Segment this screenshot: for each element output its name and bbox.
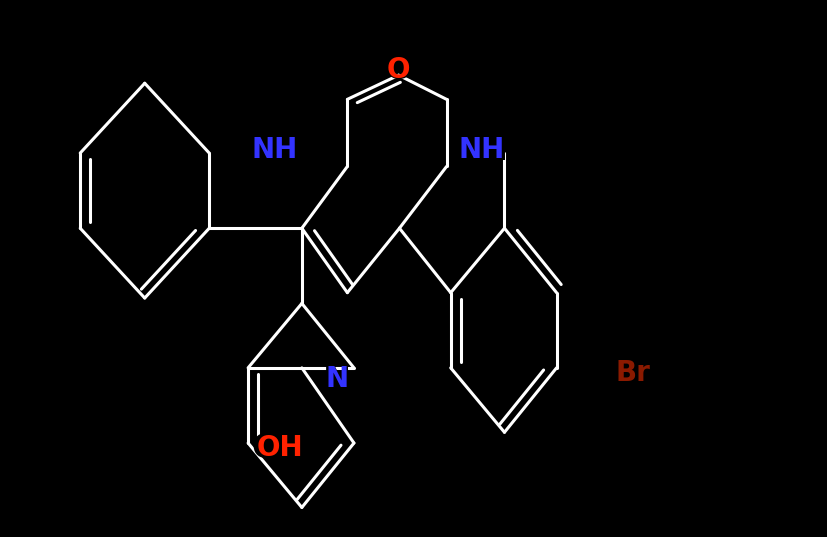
Text: N: N xyxy=(323,362,351,395)
Text: Br: Br xyxy=(612,357,653,390)
Text: N: N xyxy=(326,365,349,393)
Text: O: O xyxy=(387,56,410,84)
Text: O: O xyxy=(385,53,413,86)
Text: OH: OH xyxy=(251,432,308,465)
Text: NH: NH xyxy=(458,136,504,164)
Text: NH: NH xyxy=(251,136,298,164)
Text: NH: NH xyxy=(453,134,509,167)
Text: NH: NH xyxy=(246,134,303,167)
Text: Br: Br xyxy=(615,359,650,387)
Text: OH: OH xyxy=(256,434,303,462)
